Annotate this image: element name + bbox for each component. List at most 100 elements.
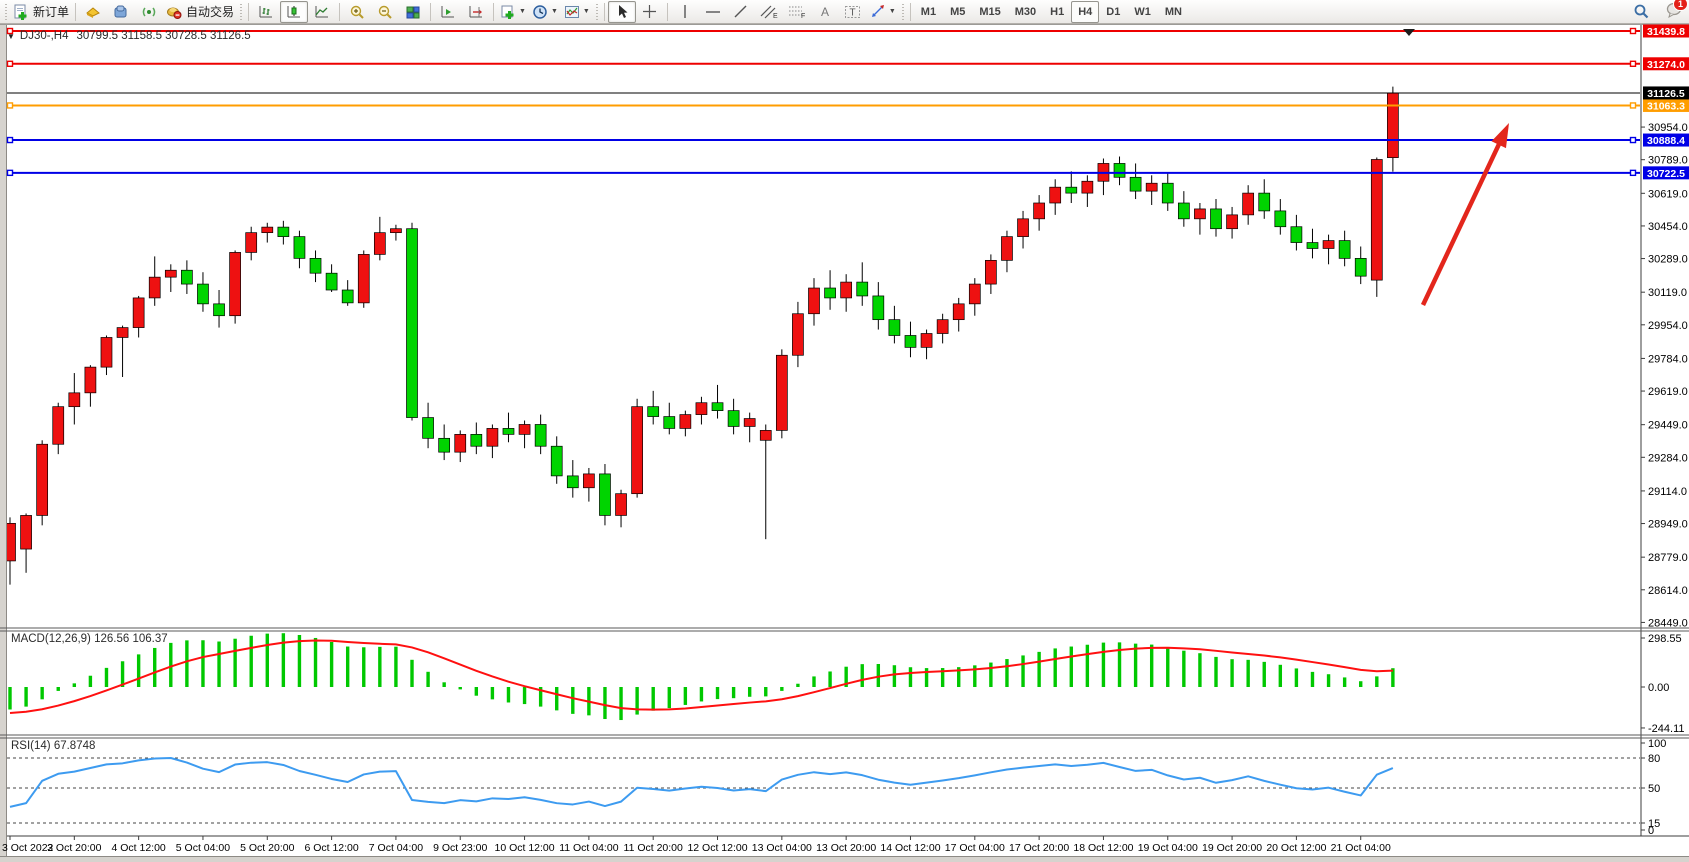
macd-histogram-bar [1005, 659, 1009, 687]
search-button[interactable] [1627, 1, 1655, 23]
text-button[interactable]: A [811, 1, 839, 23]
tile-windows-button[interactable] [399, 1, 427, 23]
tf-h4-button[interactable]: H4 [1071, 0, 1100, 23]
chart-canvas[interactable]: 31439.8 31274.0 31063.3 30888.4 30722.5 31126… [0, 24, 1689, 862]
macd-histogram-bar [153, 647, 157, 687]
candle [647, 406, 660, 417]
macd-histogram-bar [522, 687, 527, 705]
zoom-in-button[interactable] [343, 1, 371, 23]
macd-histogram-bar [1375, 676, 1379, 687]
autotrading-button[interactable]: 自动交易 [163, 1, 237, 23]
candle [52, 406, 65, 445]
time-tick-label: 19 Oct 04:00 [1138, 842, 1198, 854]
candle [470, 434, 483, 447]
new-order-button[interactable]: 新订单 [10, 1, 72, 23]
bar-chart-button[interactable] [252, 1, 280, 23]
macd-histogram-bar [715, 687, 720, 700]
market-button[interactable] [107, 1, 135, 23]
line-drag-handle[interactable] [1629, 60, 1637, 67]
equidistant-channel-button[interactable]: E [755, 1, 783, 23]
candle [164, 269, 177, 278]
macd-histogram-bar [1021, 655, 1025, 687]
macd-histogram-bar [876, 664, 881, 687]
tf-w1-button[interactable]: W1 [1134, 5, 1151, 18]
text-label-button[interactable]: T [839, 1, 867, 23]
macd-histogram-bar [281, 633, 286, 687]
toolbar-grip[interactable] [4, 3, 8, 20]
trendline-button[interactable] [727, 1, 755, 23]
vertical-line-button[interactable] [671, 1, 699, 23]
line-drag-handle[interactable] [1629, 27, 1637, 35]
candle [213, 303, 225, 317]
candle [856, 281, 869, 297]
time-tick-label: 12 Oct 12:00 [687, 842, 747, 854]
candlestick-chart-button[interactable] [280, 0, 309, 23]
macd-histogram-bar [297, 634, 302, 687]
line-drag-handle[interactable] [6, 102, 14, 109]
text-icon: A [821, 5, 829, 19]
line-drag-handle[interactable] [1629, 102, 1637, 109]
tf-m15-button[interactable]: M15 [979, 5, 1001, 18]
line-drag-handle[interactable] [6, 27, 14, 35]
cursor-button[interactable] [607, 0, 636, 23]
line-drag-handle[interactable] [6, 60, 14, 67]
chart-shift-marker[interactable] [1403, 29, 1415, 36]
tf-h1-button[interactable]: H1 [1050, 5, 1065, 18]
fibonacci-button[interactable]: F [783, 1, 811, 23]
line-chart-button[interactable] [308, 1, 336, 23]
tf-m1-button[interactable]: M1 [920, 5, 937, 18]
macd-histogram-bar [1326, 674, 1331, 687]
candle [261, 226, 274, 234]
candle [390, 228, 402, 234]
macd-histogram-bar [1166, 647, 1170, 687]
tf-mn-button[interactable]: MN [1164, 5, 1182, 18]
macd-histogram-bar [249, 635, 253, 687]
macd-histogram-bar [1310, 671, 1315, 687]
horizontal-line-button[interactable] [699, 1, 727, 23]
candle [309, 258, 322, 274]
new-chart-button[interactable]: ▼ [497, 1, 529, 23]
candle [341, 289, 354, 304]
price-badge-label: 30722.5 [1647, 168, 1685, 180]
indicators-icon [564, 5, 579, 18]
axis-tick-label: 30119.0 [1648, 287, 1687, 299]
line-drag-handle[interactable] [1629, 169, 1637, 177]
auto-scroll-button[interactable] [434, 1, 462, 23]
metaeditor-button[interactable] [79, 1, 107, 23]
trend-arrow-shaft[interactable] [1420, 140, 1503, 306]
chart-shift-button[interactable] [462, 1, 490, 23]
candle [406, 228, 418, 418]
time-tick-label: 4 Oct 12:00 [111, 842, 165, 854]
rsi-axis-label: 15 [1648, 818, 1660, 830]
candle [759, 430, 772, 441]
time-tick-label: 6 Oct 12:00 [304, 842, 358, 854]
macd-histogram-bar [88, 675, 93, 687]
line-drag-handle[interactable] [6, 169, 14, 177]
macd-histogram-bar [104, 667, 109, 687]
macd-axis-label: 0.00 [1648, 682, 1669, 694]
zoom-out-button[interactable] [371, 1, 399, 23]
tf-d1-button[interactable]: D1 [1106, 5, 1121, 18]
candle [68, 392, 81, 408]
line-drag-handle[interactable] [6, 136, 14, 144]
axis-tick-label: 29619.0 [1648, 386, 1688, 398]
tf-m30-button[interactable]: M30 [1014, 5, 1037, 18]
candle [148, 276, 161, 299]
trend-arrow-head[interactable] [1491, 123, 1509, 149]
svg-text:A: A [821, 5, 829, 19]
tf-m5-button[interactable]: M5 [950, 5, 966, 18]
signals-button[interactable] [135, 1, 163, 23]
candle [550, 445, 563, 477]
shapes-button[interactable]: ▼ [867, 1, 899, 23]
line-drag-handle[interactable] [1629, 136, 1637, 144]
notifications-button[interactable]: 1 [1665, 0, 1688, 23]
macd-histogram-bar [345, 646, 350, 687]
periods-button[interactable]: ▼ [529, 1, 561, 23]
one-click-expander-icon[interactable]: ▼ [7, 31, 15, 41]
macd-histogram-bar [699, 687, 704, 702]
chart-window: 31439.8 31274.0 31063.3 30888.4 30722.5 31126… [0, 24, 1689, 862]
macd-histogram-bar [538, 687, 543, 707]
crosshair-button[interactable] [636, 1, 664, 23]
candle [775, 354, 788, 431]
indicators-button[interactable]: ▼ [561, 1, 593, 23]
